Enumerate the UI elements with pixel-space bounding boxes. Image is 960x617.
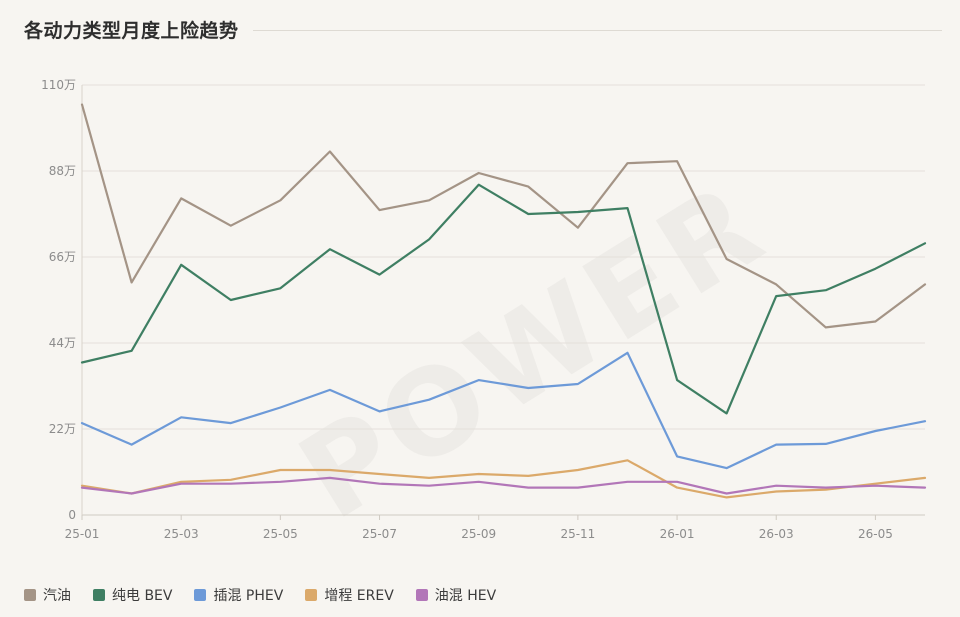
chart-title: 各动力类型月度上险趋势 xyxy=(24,19,239,42)
legend-swatch xyxy=(305,589,318,601)
x-tick-label: 25-05 xyxy=(263,527,298,541)
x-tick-label: 26-01 xyxy=(660,527,695,541)
x-tick-label: 25-03 xyxy=(164,527,199,541)
series-line-1 xyxy=(80,183,927,415)
legend-item-3[interactable]: 增程 EREV xyxy=(305,585,394,605)
y-tick-label: 0 xyxy=(68,508,76,522)
legend-item-4[interactable]: 油混 HEV xyxy=(415,585,497,605)
legend-swatch xyxy=(93,589,105,601)
legend-label: 油混 HEV xyxy=(434,588,497,604)
x-tick-label: 25-11 xyxy=(560,527,595,541)
legend-swatch xyxy=(415,589,428,601)
legend-item-2[interactable]: 插混 PHEV xyxy=(194,585,283,605)
y-tick-label: 88万 xyxy=(49,164,76,178)
series-line-2 xyxy=(80,351,927,470)
legend-item-0[interactable]: 汽油 xyxy=(24,585,71,605)
legend-swatch xyxy=(24,589,36,601)
legend-label: 增程 EREV xyxy=(324,588,394,604)
legend-swatch xyxy=(194,589,207,601)
y-tick-label: 66万 xyxy=(49,250,76,264)
y-tick-label: 44万 xyxy=(49,336,76,350)
series-line-0 xyxy=(80,103,927,329)
series-line-3 xyxy=(80,459,927,499)
x-tick-label: 25-07 xyxy=(362,527,397,541)
legend-label: 汽油 xyxy=(43,588,71,604)
chart-legend: 汽油 纯电 BEV 插混 PHEV 增程 EREV 油混 HEV xyxy=(24,585,518,605)
series-line-4 xyxy=(80,476,927,495)
x-tick-label: 25-09 xyxy=(461,527,496,541)
legend-label: 纯电 BEV xyxy=(112,588,173,604)
x-tick-label: 25-01 xyxy=(65,527,100,541)
title-divider xyxy=(252,29,942,31)
legend-label: 插混 PHEV xyxy=(213,588,284,604)
legend-item-1[interactable]: 纯电 BEV xyxy=(93,585,172,605)
x-tick-label: 26-05 xyxy=(858,527,893,541)
y-tick-label: 110万 xyxy=(41,78,76,92)
y-tick-label: 22万 xyxy=(49,422,76,436)
x-tick-label: 26-03 xyxy=(759,527,794,541)
chart-header: 各动力类型月度上险趋势 xyxy=(24,14,942,44)
